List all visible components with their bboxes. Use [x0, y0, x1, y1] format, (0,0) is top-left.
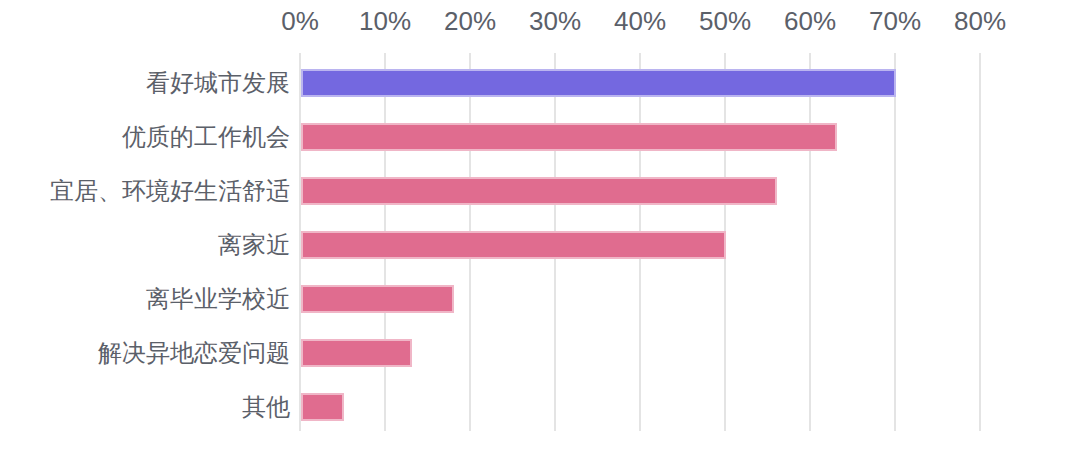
x-axis-tick-label: 50% [699, 8, 751, 34]
x-axis-tick-label: 40% [614, 8, 666, 34]
bar-5 [301, 339, 412, 367]
bar-6 [301, 393, 344, 421]
category-label: 看好城市发展 [0, 69, 290, 97]
x-axis-tick-label: 20% [444, 8, 496, 34]
category-label: 解决异地恋爱问题 [0, 339, 290, 367]
gridline [979, 53, 981, 431]
x-axis-tick-label: 0% [281, 8, 319, 34]
category-label: 离毕业学校近 [0, 285, 290, 313]
category-label: 宜居、环境好生活舒适 [0, 177, 290, 205]
bar-4 [301, 285, 454, 313]
x-axis-tick-label: 70% [869, 8, 921, 34]
category-label: 优质的工作机会 [0, 123, 290, 151]
bar-1 [301, 123, 837, 151]
x-axis-tick-label: 60% [784, 8, 836, 34]
bar-3 [301, 231, 726, 259]
horizontal-bar-chart: 0% 10% 20% 30% 40% 50% 60% 70% 80% 看好城市发展优质的工作机会宜… [0, 0, 1080, 453]
x-axis-tick-label: 80% [954, 8, 1006, 34]
x-axis-tick-label: 30% [529, 8, 581, 34]
gridline [894, 53, 896, 431]
bar-2 [301, 177, 777, 205]
x-axis-tick-label: 10% [359, 8, 411, 34]
category-label: 离家近 [0, 231, 290, 259]
gridline [809, 53, 811, 431]
category-label: 其他 [0, 393, 290, 421]
bar-0 [301, 69, 896, 97]
